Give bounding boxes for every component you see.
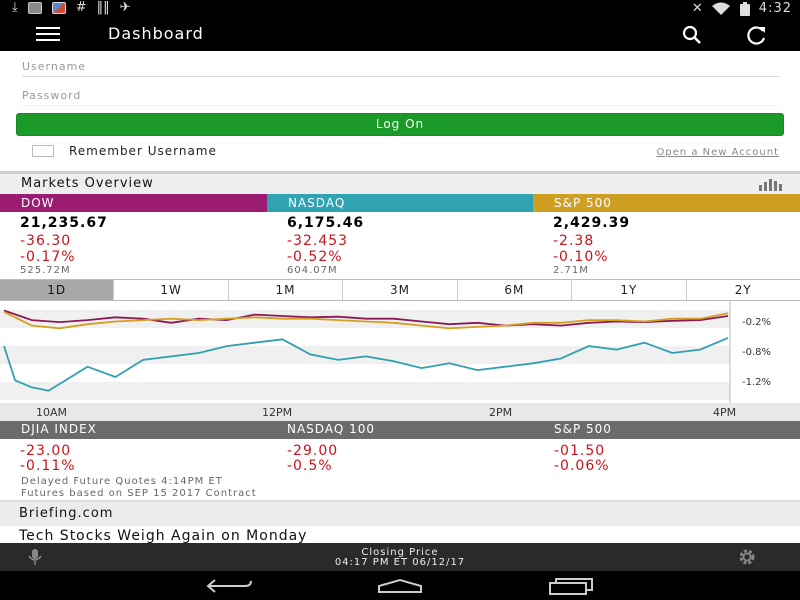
series-line-nasdaq	[3, 337, 729, 392]
status-bar: ⤓ # ‖‖ ✈ ✕ 4:32	[0, 0, 800, 17]
futures-contract-note: Futures based on SEP 15 2017 Contract	[21, 488, 257, 499]
index-volume: 525.72M	[20, 265, 71, 276]
index-change: -2.38	[553, 233, 595, 249]
index-change: -32.453	[287, 233, 349, 249]
bar-chart-icon[interactable]	[759, 177, 787, 191]
index-percent: -0.10%	[553, 249, 609, 265]
markets-overview-header: Markets Overview	[0, 174, 800, 194]
navigation-bar	[0, 571, 800, 600]
news-headline[interactable]: Tech Stocks Weigh Again on Monday	[19, 528, 308, 544]
y-tick-label: -0.8%	[742, 347, 771, 358]
closing-price-label: Closing Price	[361, 547, 439, 558]
index-card-nasdaq[interactable]: 6,175.46 -32.453 -0.52% 604.07M	[267, 214, 533, 276]
index-percent: -0.17%	[20, 249, 76, 265]
index-card-sp500[interactable]: 2,429.39 -2.38 -0.10% 2.71M	[533, 214, 799, 276]
barcode-icon: ‖‖	[96, 0, 110, 15]
briefing-header: Briefing.com	[0, 502, 800, 526]
future-change: -29.00	[287, 443, 339, 459]
index-band-nasdaq[interactable]: NASDAQ	[267, 194, 533, 212]
index-value: 6,175.46	[287, 215, 365, 231]
download-icon: ⤓	[12, 0, 18, 15]
bottom-bar: Closing Price 04:17 PM ET 06/12/17	[0, 543, 800, 571]
index-volume: 2.71M	[553, 265, 589, 276]
index-percent: -0.52%	[287, 249, 343, 265]
index-value: 21,235.67	[20, 215, 108, 231]
remember-username-label: Remember Username	[69, 144, 217, 158]
closing-price-time: 04:17 PM ET 06/12/17	[334, 557, 466, 568]
tab-2y[interactable]: 2Y	[686, 280, 800, 300]
photo-icon	[51, 2, 66, 14]
hashtag-icon: #	[75, 0, 87, 15]
briefing-title: Briefing.com	[19, 506, 114, 521]
series-line-dow	[3, 309, 729, 327]
tab-1d[interactable]: 1D	[0, 280, 115, 300]
tab-1w[interactable]: 1W	[114, 280, 229, 300]
y-tick-label: -1.2%	[742, 377, 771, 388]
future-name: DJIA INDEX	[21, 422, 97, 436]
clock: 4:32	[758, 1, 792, 16]
y-tick-label: -0.2%	[742, 317, 771, 328]
x-tick-label: 4PM	[713, 406, 736, 419]
login-form: Log On Remember Username Open a New Acco…	[0, 51, 800, 171]
index-card-dow[interactable]: 21,235.67 -36.30 -0.17% 525.72M	[0, 214, 266, 276]
x-tick-label: 12PM	[262, 406, 292, 419]
futures-note: Delayed Future Quotes 4:14PM ET	[21, 476, 223, 487]
battery-icon	[739, 1, 750, 16]
divider	[0, 171, 800, 174]
futures-header: DJIA INDEX NASDAQ 100 S&P 500	[0, 421, 800, 439]
future-percent: -0.5%	[287, 458, 333, 474]
search-icon[interactable]	[682, 25, 702, 45]
back-icon[interactable]	[205, 578, 253, 594]
future-change: -01.50	[554, 443, 606, 459]
index-volume: 604.07M	[287, 265, 338, 276]
recent-apps-icon[interactable]	[548, 577, 594, 595]
mic-icon[interactable]	[28, 549, 42, 565]
x-tick-label: 10AM	[36, 406, 67, 419]
airplane-icon: ✈	[119, 0, 131, 15]
gear-icon[interactable]	[738, 548, 756, 566]
tab-1y[interactable]: 1Y	[572, 280, 687, 300]
message-icon	[27, 2, 42, 14]
refresh-icon[interactable]	[746, 25, 768, 45]
password-input[interactable]	[22, 86, 779, 106]
page-title: Dashboard	[108, 24, 204, 43]
system-icons: ✕ 4:32	[692, 1, 792, 16]
future-percent: -0.06%	[554, 458, 610, 474]
index-value: 2,429.39	[553, 215, 631, 231]
mute-icon: ✕	[691, 0, 703, 16]
index-band-sp500[interactable]: S&P 500	[533, 194, 800, 212]
username-input[interactable]	[22, 57, 779, 77]
tab-3m[interactable]: 3M	[343, 280, 458, 300]
app-bar: Dashboard	[0, 17, 800, 51]
index-change: -36.30	[20, 233, 72, 249]
series-line-s-p-500	[3, 311, 729, 330]
range-tabs: 1D 1W 1M 3M 6M 1Y 2Y	[0, 279, 800, 301]
menu-icon[interactable]	[36, 27, 60, 41]
x-tick-label: 2PM	[489, 406, 512, 419]
future-change: -23.00	[20, 443, 72, 459]
divider	[0, 500, 800, 502]
notification-icons: ⤓ # ‖‖ ✈	[12, 0, 131, 15]
log-on-button[interactable]: Log On	[16, 113, 784, 136]
future-name: S&P 500	[554, 422, 612, 436]
future-percent: -0.11%	[20, 458, 76, 474]
tab-1m[interactable]: 1M	[228, 280, 344, 300]
future-name: NASDAQ 100	[287, 422, 375, 436]
open-new-account-link[interactable]: Open a New Account	[656, 147, 779, 158]
tab-6m[interactable]: 6M	[457, 280, 573, 300]
home-icon[interactable]	[377, 578, 423, 594]
markets-overview-title: Markets Overview	[21, 176, 154, 191]
index-band-dow[interactable]: DOW	[0, 194, 267, 212]
wifi-icon	[711, 2, 730, 15]
remember-username-checkbox[interactable]	[32, 145, 54, 157]
intraday-chart[interactable]: -0.2% -0.8% -1.2% 10AM 12PM 2PM 4PM	[0, 301, 800, 421]
